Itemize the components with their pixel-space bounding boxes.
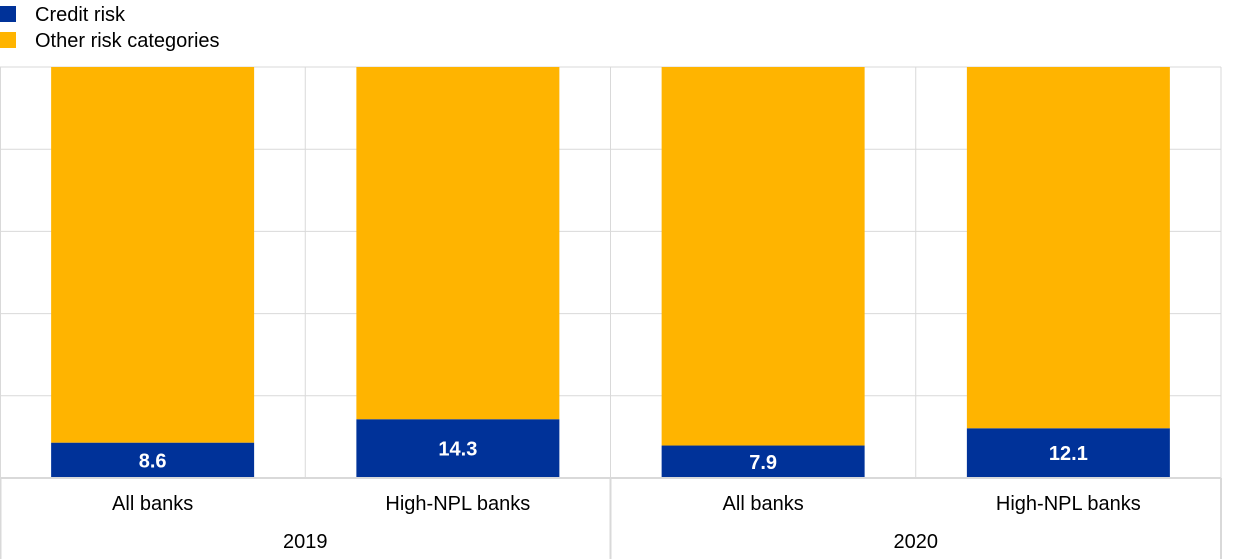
x-group-label: 2019: [283, 531, 328, 553]
x-group-label: 2020: [894, 531, 939, 553]
legend-swatch-other-risk: [0, 32, 16, 48]
bar-other-risk-categories: [661, 67, 865, 446]
bars: 8.6 14.3 7.9 12.1: [51, 67, 1170, 478]
data-label: 8.6: [139, 450, 167, 472]
bar-other-risk-categories: [966, 67, 1170, 429]
bar-other-risk-categories: [356, 67, 560, 420]
bar-credit-risk: [356, 419, 560, 478]
bar-credit-risk: [661, 445, 865, 478]
x-axis: All banks High-NPL banks All banks High-NPL…: [0, 477, 1222, 559]
legend-label-credit-risk: Credit risk: [35, 4, 126, 26]
x-tick-label: All banks: [112, 493, 193, 515]
bar-credit-risk: [966, 428, 1170, 478]
legend: Credit risk Other risk categories: [0, 4, 220, 52]
x-tick-label: High-NPL banks: [996, 493, 1141, 515]
data-label: 12.1: [1049, 443, 1088, 465]
data-label: 14.3: [438, 439, 477, 461]
bar-credit-risk: [51, 442, 255, 478]
legend-label-other-risk: Other risk categories: [35, 30, 220, 52]
data-label: 7.9: [749, 452, 777, 474]
bar-other-risk-categories: [51, 67, 255, 443]
legend-swatch-credit-risk: [0, 6, 16, 22]
x-tick-label: High-NPL banks: [385, 493, 530, 515]
x-tick-label: All banks: [723, 493, 804, 515]
